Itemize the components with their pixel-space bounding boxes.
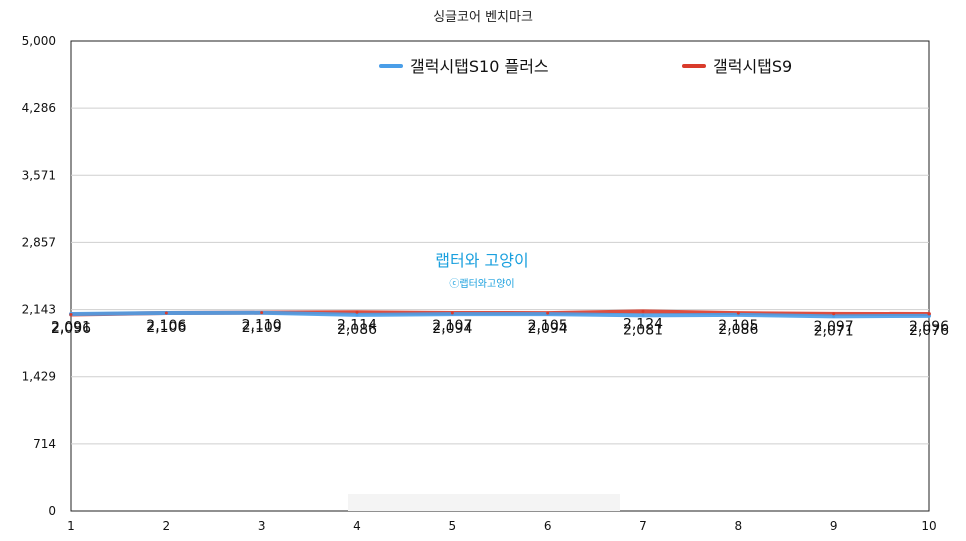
data-label: 2,094 bbox=[432, 321, 472, 337]
x-tick-label: 7 bbox=[639, 519, 647, 533]
y-tick-label: 5,000 bbox=[22, 34, 56, 48]
y-tick-label: 3,571 bbox=[22, 168, 56, 182]
data-label: 2,106 bbox=[146, 318, 186, 334]
y-tick-label: 4,286 bbox=[22, 101, 56, 115]
chart-title: 싱글코어 벤치마크 bbox=[433, 10, 533, 25]
data-label: 2,096 bbox=[909, 319, 949, 335]
data-label: 2,086 bbox=[718, 322, 758, 338]
data-label: 2,096 bbox=[51, 321, 91, 337]
data-label: 2,076 bbox=[909, 323, 949, 339]
y-tick-label: 1,429 bbox=[22, 370, 56, 384]
y-tick-label: 714 bbox=[33, 437, 56, 451]
x-tick-label: 10 bbox=[921, 519, 936, 533]
legend: 갤럭시탭S10 플러스 갤럭시탭S9 bbox=[379, 57, 792, 76]
data-point bbox=[832, 312, 836, 316]
gridlines bbox=[71, 107, 929, 445]
x-tick-label: 8 bbox=[735, 519, 743, 533]
series-line bbox=[69, 310, 931, 319]
data-label: 2,124 bbox=[623, 316, 663, 332]
data-label: 2,094 bbox=[528, 321, 568, 337]
x-tick-label: 9 bbox=[830, 519, 838, 533]
data-point bbox=[736, 311, 740, 315]
x-tick-label: 5 bbox=[449, 519, 457, 533]
data-point bbox=[164, 311, 168, 315]
x-tick-label: 3 bbox=[258, 519, 266, 533]
y-axis-ticks: 0 714 1,429 2,143 2,857 3,571 4,286 5,000 bbox=[22, 34, 56, 518]
data-point bbox=[355, 313, 359, 317]
series-lines bbox=[69, 309, 931, 319]
legend-label: 갤럭시탭S9 bbox=[713, 57, 792, 76]
data-label: 2,114 bbox=[337, 317, 377, 333]
data-label: 2,106 bbox=[146, 320, 186, 336]
data-point bbox=[927, 312, 931, 316]
x-tick-label: 1 bbox=[67, 519, 75, 533]
y-tick-label: 2,143 bbox=[22, 303, 56, 317]
x-tick-label: 2 bbox=[163, 519, 171, 533]
data-point bbox=[355, 310, 359, 314]
legend-label: 갤럭시탭S10 플러스 bbox=[410, 57, 549, 76]
y-tick-label: 2,857 bbox=[22, 235, 56, 249]
data-label: 2,097 bbox=[814, 319, 854, 335]
data-point bbox=[641, 313, 645, 317]
x-tick-label: 6 bbox=[544, 519, 552, 533]
data-point bbox=[260, 311, 264, 315]
data-point bbox=[546, 311, 550, 315]
data-label: 2,071 bbox=[814, 323, 854, 339]
y-tick-label: 0 bbox=[48, 504, 56, 518]
bottom-shade bbox=[348, 494, 620, 511]
data-label: 2,086 bbox=[337, 322, 377, 338]
watermark-main: 랩터와 고양이 bbox=[435, 251, 528, 270]
data-label: 2,107 bbox=[432, 318, 472, 334]
data-label: 2,081 bbox=[623, 322, 663, 338]
data-label: 2,105 bbox=[528, 318, 568, 334]
x-tick-label: 4 bbox=[353, 519, 361, 533]
data-label: 2,091 bbox=[51, 319, 91, 335]
data-point bbox=[641, 309, 645, 313]
x-axis-ticks: 1 2 3 4 5 6 7 8 9 10 bbox=[67, 519, 936, 533]
plot-area-border bbox=[70, 40, 930, 512]
data-label: 2,105 bbox=[718, 318, 758, 334]
data-point bbox=[69, 312, 73, 316]
data-point bbox=[450, 311, 454, 315]
data-label: 2,110 bbox=[242, 318, 282, 334]
data-label: 2,109 bbox=[242, 320, 282, 336]
data-labels: 2,096 2,106 2,109 2,086 2,094 2,094 2,081 2,086… bbox=[51, 316, 949, 339]
watermark: 랩터와 고양이 ⓒ랩터와고양이 bbox=[435, 251, 528, 290]
watermark-sub: ⓒ랩터와고양이 bbox=[449, 278, 514, 290]
data-point bbox=[832, 314, 836, 318]
